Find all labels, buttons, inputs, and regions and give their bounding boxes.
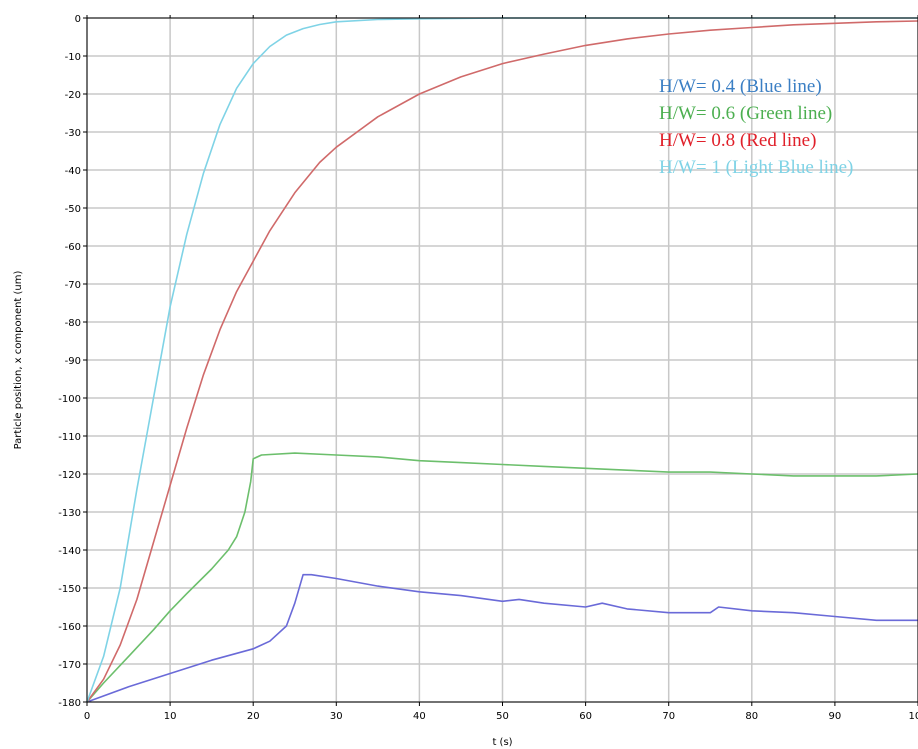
axes: 0 10 20 30 40 50 60 70 80 90 100 0 -10 -20 -30 -40 -50 -6… — [58, 14, 918, 722]
y-tick-label: -180 — [58, 698, 81, 709]
legend-entry-3: H/W= 0.8 (Red line) — [659, 130, 816, 151]
y-axis-label: Particle position, x component (um) — [13, 270, 24, 449]
y-tick-label: -160 — [58, 622, 81, 633]
y-tick-label: -120 — [58, 470, 81, 481]
x-tick-label: 50 — [496, 711, 509, 722]
series-line-3 — [86, 20, 918, 703]
y-tick-label: -50 — [65, 204, 81, 215]
x-tick-label: 100 — [908, 711, 918, 722]
y-tick-label: -30 — [65, 128, 81, 139]
y-tick-label: -110 — [58, 432, 81, 443]
x-tick-label: 20 — [247, 711, 260, 722]
y-tick-label: 0 — [75, 14, 81, 25]
series-line-1 — [86, 573, 918, 703]
y-tick-label: -130 — [58, 508, 81, 519]
y-tick-label: -100 — [58, 394, 81, 405]
x-tick-label: 0 — [84, 711, 90, 722]
y-tick-label: -10 — [65, 52, 81, 63]
series-line-2 — [86, 452, 918, 703]
x-tick-label: 80 — [745, 711, 758, 722]
y-tick-label: -170 — [58, 660, 81, 671]
legend-entry-1: H/W= 0.4 (Blue line) — [659, 76, 822, 97]
x-tick-label: 70 — [662, 711, 675, 722]
y-tick-label: -60 — [65, 242, 81, 253]
legend-entry-4: H/W= 1 (Light Blue line) — [659, 157, 853, 178]
y-tick-label: -140 — [58, 546, 81, 557]
y-tick-label: -70 — [65, 280, 81, 291]
y-tick-label: -40 — [65, 166, 81, 177]
x-axis-label: t (s) — [492, 737, 512, 748]
y-tick-label: -150 — [58, 584, 81, 595]
y-tick-label: -80 — [65, 318, 81, 329]
legend-entry-2: H/W= 0.6 (Green line) — [659, 103, 832, 124]
x-tick-label: 90 — [829, 711, 842, 722]
x-tick-label: 60 — [579, 711, 592, 722]
x-tick-label: 10 — [164, 711, 177, 722]
x-tick-label: 40 — [413, 711, 426, 722]
y-tick-label: -20 — [65, 90, 81, 101]
legend: H/W= 0.4 (Blue line) H/W= 0.6 (Green line… — [659, 76, 853, 178]
y-tick-label: -90 — [65, 356, 81, 367]
x-tick-label: 30 — [330, 711, 343, 722]
